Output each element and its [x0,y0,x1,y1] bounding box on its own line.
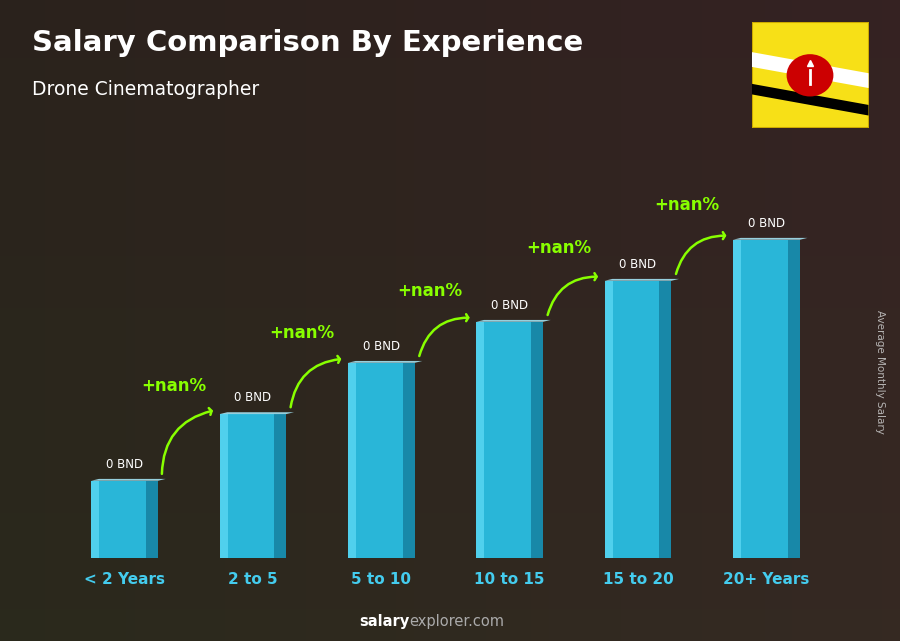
Bar [733,240,741,558]
Text: explorer.com: explorer.com [410,615,505,629]
Bar [788,240,800,558]
Text: +nan%: +nan% [398,281,463,299]
Bar [348,363,415,558]
Polygon shape [733,238,807,240]
Text: Drone Cinematographer: Drone Cinematographer [32,80,259,99]
Bar [348,363,356,558]
Text: salary: salary [359,615,410,629]
Polygon shape [476,320,551,322]
Text: Average Monthly Salary: Average Monthly Salary [875,310,886,434]
Text: 0 BND: 0 BND [106,458,143,470]
Bar [274,414,286,558]
Bar [220,414,286,558]
Bar [605,281,671,558]
Bar [146,481,158,558]
Polygon shape [752,84,868,115]
Text: +nan%: +nan% [526,239,591,257]
Polygon shape [752,52,868,88]
Bar [91,481,99,558]
Text: +nan%: +nan% [140,377,206,395]
Text: 0 BND: 0 BND [748,217,785,229]
Bar [531,322,543,558]
Polygon shape [348,361,422,363]
Bar [402,363,415,558]
Text: 0 BND: 0 BND [619,258,657,271]
Circle shape [787,54,833,96]
Text: Salary Comparison By Experience: Salary Comparison By Experience [32,29,583,57]
Polygon shape [605,279,680,281]
Text: +nan%: +nan% [654,196,719,214]
Bar [220,414,228,558]
Text: +nan%: +nan% [269,324,334,342]
Bar [476,322,543,558]
Bar [733,240,800,558]
Text: 0 BND: 0 BND [234,391,272,404]
Bar [91,481,158,558]
Text: 0 BND: 0 BND [363,340,400,353]
Bar [605,281,613,558]
Bar [476,322,484,558]
Bar [660,281,671,558]
Polygon shape [220,412,294,414]
Polygon shape [91,479,166,481]
Text: 0 BND: 0 BND [491,299,528,312]
